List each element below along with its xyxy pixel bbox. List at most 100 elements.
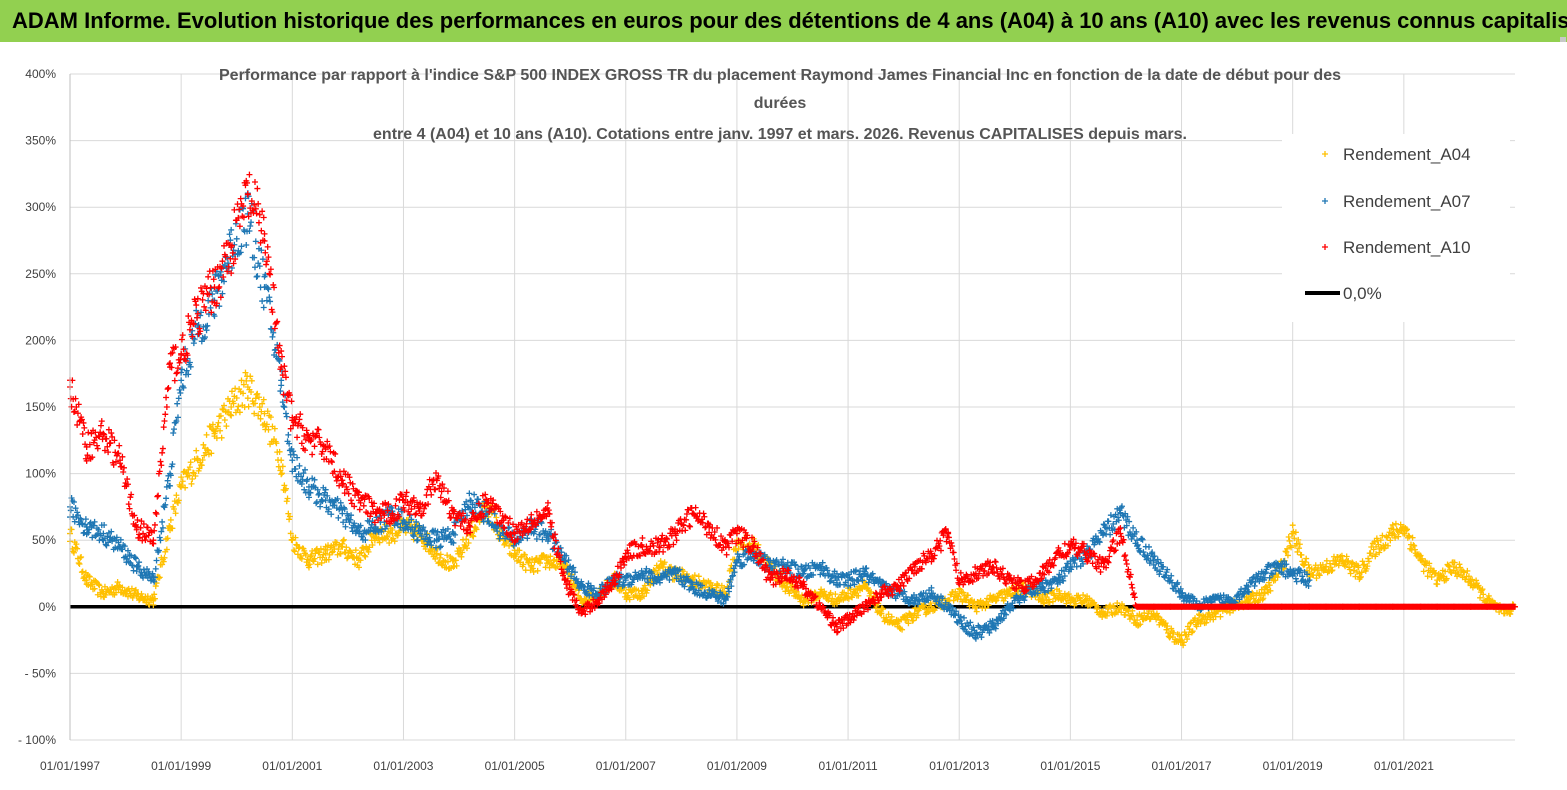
data-point [1246, 588, 1253, 595]
data-point [564, 562, 571, 569]
data-point [76, 560, 83, 567]
data-point [158, 462, 165, 469]
data-point [190, 321, 197, 328]
data-point [475, 500, 482, 507]
data-point [1163, 626, 1170, 633]
data-point [254, 273, 261, 280]
data-point [171, 377, 178, 384]
data-point [255, 412, 262, 419]
data-point [397, 524, 404, 531]
data-point [420, 510, 427, 517]
data-point [1480, 591, 1487, 598]
data-point [244, 191, 251, 198]
data-point [1123, 522, 1130, 529]
data-point [687, 523, 694, 530]
data-point [573, 575, 580, 582]
resize-handle-top[interactable] [1560, 37, 1566, 43]
data-point [224, 260, 231, 267]
data-point [1376, 549, 1383, 556]
data-point [211, 313, 218, 320]
data-point [670, 541, 677, 548]
data-point [692, 504, 699, 511]
data-point [305, 564, 312, 571]
data-point [565, 557, 572, 564]
data-point [292, 419, 299, 426]
data-point [507, 530, 514, 537]
data-point [779, 556, 786, 563]
data-point [101, 522, 108, 529]
data-point [298, 555, 305, 562]
data-point [1081, 548, 1088, 555]
data-point [108, 528, 115, 535]
data-point [251, 410, 258, 417]
data-point [1347, 570, 1354, 577]
data-point [262, 249, 269, 256]
data-point [180, 346, 187, 353]
data-point [271, 425, 278, 432]
data-point [205, 291, 212, 298]
data-point [133, 568, 140, 575]
data-point [921, 601, 928, 608]
data-point [314, 561, 321, 568]
data-point [151, 595, 158, 602]
data-point [621, 561, 628, 568]
data-point [548, 562, 555, 569]
data-point [1350, 567, 1357, 574]
data-point [698, 582, 705, 589]
data-point [78, 516, 85, 523]
data-point [714, 598, 721, 605]
data-point [193, 447, 200, 454]
data-point [528, 511, 535, 518]
data-point [1104, 608, 1111, 615]
data-point [1045, 587, 1052, 594]
data-point [1110, 537, 1117, 544]
data-point [1187, 620, 1194, 627]
data-point [135, 562, 142, 569]
data-point [124, 476, 131, 483]
data-point [1028, 573, 1035, 580]
data-point [170, 430, 177, 437]
data-point [406, 511, 413, 518]
data-point [228, 404, 235, 410]
data-point [72, 395, 79, 402]
data-point [1217, 613, 1224, 620]
data-point [1292, 529, 1299, 536]
data-point [342, 523, 349, 530]
data-point [793, 578, 800, 585]
data-point [203, 431, 210, 438]
data-point [254, 185, 261, 192]
data-point [402, 493, 409, 500]
data-point [263, 421, 270, 428]
data-point [620, 579, 627, 586]
data-point [410, 533, 417, 540]
data-point [818, 586, 825, 593]
data-point [357, 499, 364, 506]
data-point [1162, 572, 1169, 579]
data-point [1003, 580, 1010, 587]
data-point [186, 464, 193, 471]
data-point [167, 516, 174, 523]
data-point [986, 629, 993, 636]
data-point [357, 522, 364, 529]
data-point [501, 524, 508, 531]
data-point [437, 543, 444, 550]
data-point [157, 458, 164, 465]
data-point [194, 295, 201, 302]
data-point [153, 557, 160, 564]
data-point [260, 396, 267, 403]
data-point [953, 567, 960, 574]
data-point [855, 592, 862, 599]
data-points [67, 171, 1518, 649]
data-point [255, 394, 262, 401]
data-point [463, 536, 470, 543]
data-point [97, 532, 104, 539]
data-point [801, 567, 808, 574]
data-point [184, 352, 191, 359]
data-point [278, 471, 285, 478]
data-point [956, 616, 963, 623]
data-point [236, 409, 243, 416]
data-point [361, 552, 368, 559]
data-point [219, 258, 226, 265]
data-point [847, 619, 854, 626]
data-point [780, 568, 787, 575]
